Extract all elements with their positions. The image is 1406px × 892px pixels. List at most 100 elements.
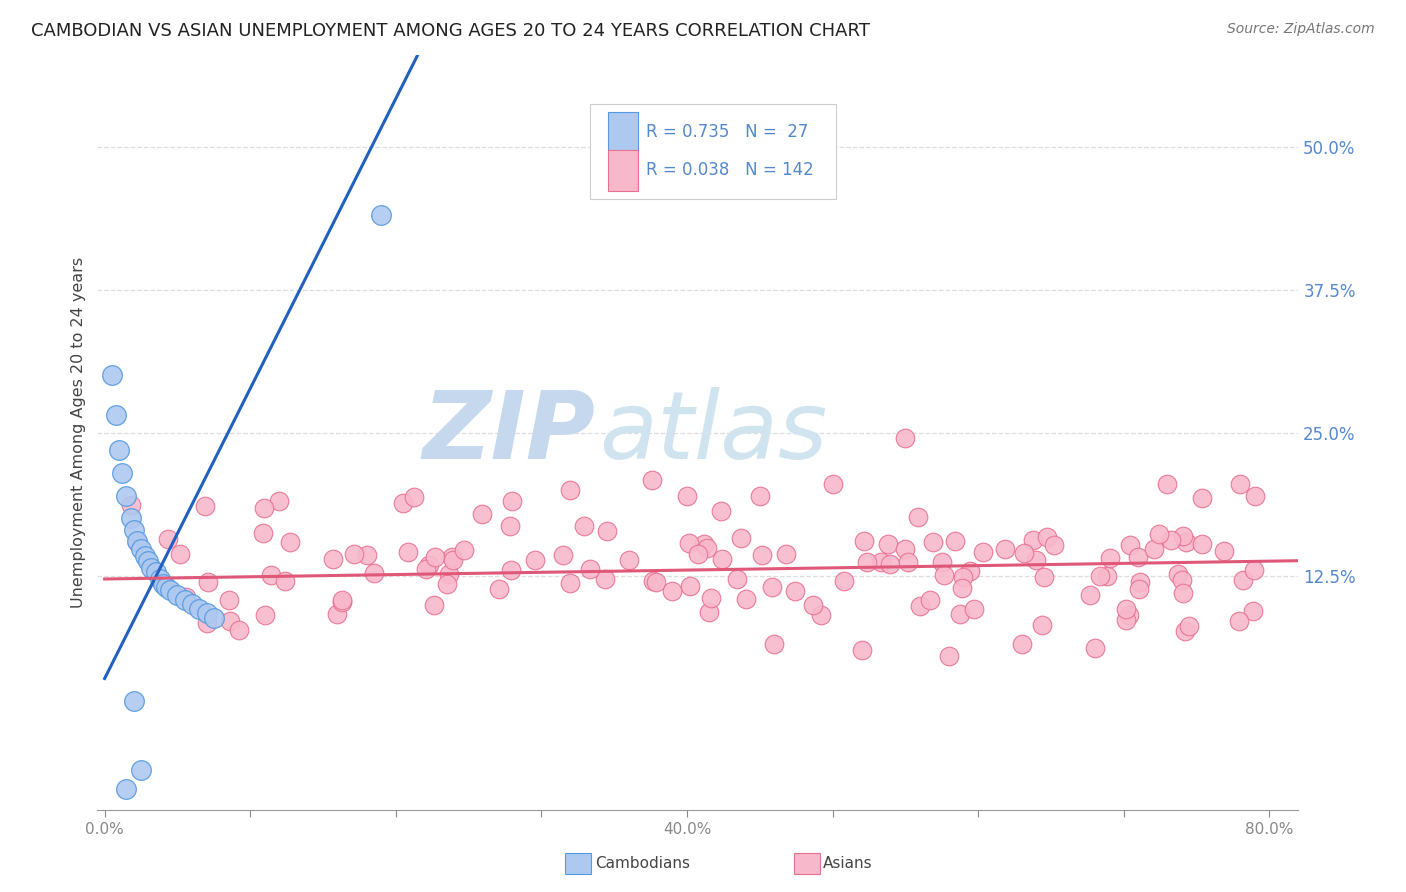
Point [785,583,807,598]
Point [120,511,142,525]
Point [1167,566,1189,581]
Point [402,490,425,504]
Point [596,524,619,539]
Point [1078,588,1101,602]
Point [560,483,582,497]
Point [437,566,460,581]
Text: R = 0.735   N =  27: R = 0.735 N = 27 [647,123,808,141]
Point [870,555,893,569]
Point [278,534,301,549]
Point [710,552,733,566]
Point [943,534,966,549]
Point [441,550,464,565]
Point [579,562,602,576]
Point [101,368,124,383]
Point [202,611,225,625]
Point [524,553,547,567]
Point [1033,570,1056,584]
Point [1174,624,1197,638]
Point [938,648,960,663]
Point [332,595,354,609]
Point [498,518,520,533]
Point [1014,546,1036,560]
Point [1156,477,1178,491]
Point [952,569,974,583]
Text: R = 0.038   N = 142: R = 0.038 N = 142 [647,161,814,179]
Point [1031,618,1053,632]
Point [396,545,419,559]
Point [748,489,770,503]
Point [855,555,877,569]
Point [949,607,972,621]
Point [194,499,217,513]
Point [751,548,773,562]
Point [922,534,945,549]
Point [111,466,134,480]
Point [129,542,152,557]
Point [696,541,718,555]
Point [821,477,844,491]
Point [260,568,283,582]
Point [105,409,128,423]
Point [134,549,156,563]
Point [253,607,276,622]
Point [1043,538,1066,552]
Point [699,605,721,619]
Point [1098,551,1121,566]
Point [1149,527,1171,541]
Point [418,558,440,572]
Point [1232,574,1254,588]
Point [195,607,218,621]
Point [1143,542,1166,557]
Point [274,574,297,589]
Point [1024,553,1046,567]
Point [1097,569,1119,583]
Point [425,549,447,564]
Point [1129,575,1152,590]
Point [1011,637,1033,651]
Point [1177,618,1199,632]
Point [195,616,218,631]
Point [181,597,204,611]
Point [931,555,953,569]
Point [174,591,197,605]
Point [876,537,898,551]
Point [1171,529,1194,543]
Point [617,553,640,567]
Point [326,607,349,622]
Point [1191,491,1213,505]
Point [730,531,752,545]
Point [1227,614,1250,628]
Point [453,543,475,558]
Point [832,574,855,588]
Point [1243,563,1265,577]
Point [801,598,824,612]
Point [471,508,494,522]
Point [851,643,873,657]
Point [1175,534,1198,549]
Point [879,558,901,572]
Point [145,565,167,579]
Point [735,592,758,607]
Point [1229,477,1251,491]
Point [149,572,172,586]
Text: atlas: atlas [599,387,828,478]
Point [157,532,180,546]
Point [115,782,138,797]
Point [1115,601,1137,615]
Point [775,548,797,562]
Point [725,572,748,586]
Point [678,536,700,550]
Y-axis label: Unemployment Among Ages 20 to 24 years: Unemployment Among Ages 20 to 24 years [72,257,86,608]
Point [219,615,242,629]
Point [972,544,994,558]
Point [423,599,446,613]
Point [908,599,931,613]
Point [1160,533,1182,547]
Point [1191,537,1213,551]
Text: Cambodians: Cambodians [595,856,690,871]
Point [920,593,942,607]
Point [330,592,353,607]
Point [125,534,148,549]
Bar [607,112,638,153]
